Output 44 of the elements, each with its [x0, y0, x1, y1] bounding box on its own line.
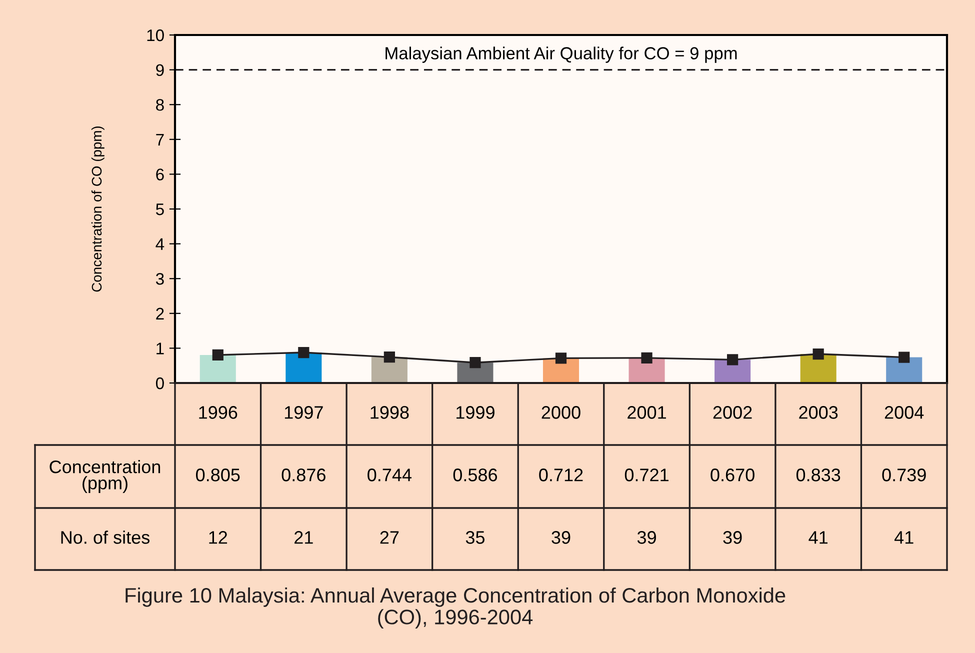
data-label: 0.876 [282, 468, 326, 482]
data-label: 0.670 [710, 468, 754, 482]
x-tick-label: 1998 [370, 406, 409, 419]
x-tick-label: 2001 [628, 406, 666, 419]
y-tick-label: 10 [147, 29, 164, 42]
text: 41 [808, 531, 828, 544]
text: 41 [894, 531, 914, 544]
y-tick-label: 5 [156, 204, 164, 216]
text: 27 [380, 531, 399, 544]
x-tick-label: 1999 [456, 406, 494, 419]
data-label: 0.721 [624, 468, 668, 482]
y-tick-label: 0 [156, 377, 164, 390]
y-axis-title: Concentration of CO (ppm) [91, 126, 104, 292]
y-tick-label: 9 [156, 64, 164, 76]
x-tick-label: 1996 [199, 406, 238, 419]
y-tick-label: 1 [156, 342, 164, 354]
x-tick-label: 2002 [713, 406, 752, 419]
x-tick-label: 2003 [799, 406, 838, 419]
bar [200, 354, 236, 383]
y-tick-label: 7 [156, 134, 164, 146]
text: No. of sites [61, 530, 150, 544]
y-tick-label: 3 [156, 273, 164, 285]
y-tick-label: 8 [156, 99, 164, 111]
text: 12 [209, 531, 228, 544]
text: 39 [552, 531, 570, 544]
ref-line-label: Malaysian Ambient Air Quality for CO = 9 ppm [386, 46, 737, 63]
text: Concentration (ppm) [50, 460, 160, 494]
data-label: 0.739 [882, 468, 926, 482]
text: 21 [294, 531, 313, 544]
y-tick-label: 6 [156, 168, 164, 180]
text: 35 [466, 531, 485, 544]
x-tick-label: 1997 [284, 406, 323, 419]
data-label: 0.833 [796, 468, 840, 482]
data-label: 0.805 [196, 468, 240, 482]
data-label: 0.712 [539, 468, 583, 482]
text: 39 [723, 531, 742, 544]
text: 39 [637, 531, 656, 544]
data-label: 0.586 [453, 468, 498, 482]
text: Figure 10 Malaysia: Annual Average Concentration of Carbon Monoxide (CO), 1996-2004 [126, 587, 786, 629]
y-tick-label: 4 [156, 238, 164, 250]
x-tick-label: 2000 [542, 406, 580, 419]
data-label: 0.744 [368, 468, 412, 482]
y-tick-label: 2 [156, 308, 164, 320]
x-tick-label: 2004 [884, 406, 924, 419]
